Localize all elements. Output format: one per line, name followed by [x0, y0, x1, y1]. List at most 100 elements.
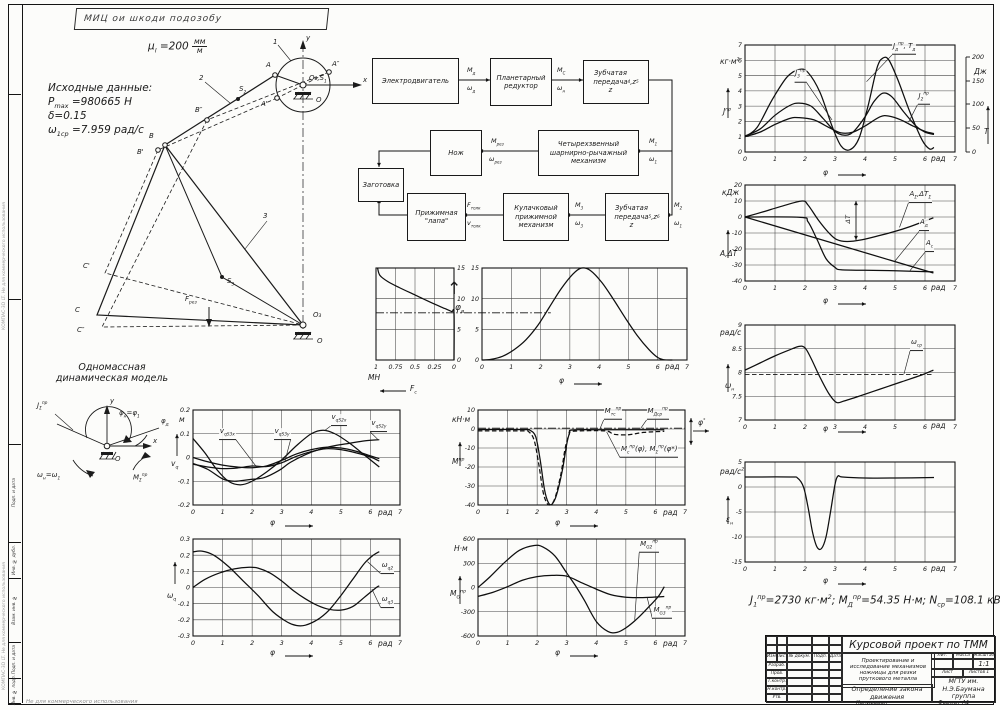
- stamp-cell: [828, 693, 843, 703]
- axis-caption: рад: [663, 639, 678, 648]
- block-four-bar: Четырехзвенный шарнирно-рычажный механизм: [538, 130, 639, 176]
- svg-text:-600: -600: [461, 633, 475, 640]
- stamp-cell: Утв.: [766, 693, 788, 703]
- svg-text:2: 2: [539, 364, 543, 371]
- margin-label: Инв. № подл.: [12, 675, 17, 706]
- svg-text:-10: -10: [732, 230, 742, 237]
- axis-caption: ωн: [725, 381, 735, 393]
- axis-caption: рад: [663, 508, 678, 517]
- block-gear-56: Зубчатая передача z 5 ,z 6: [605, 193, 669, 241]
- flow-label: М2: [674, 201, 683, 211]
- curve-label: МG2пр: [639, 540, 659, 553]
- flow-label: ω1: [649, 155, 658, 165]
- stamp-cell: 1:1: [972, 658, 996, 670]
- svg-text:5: 5: [893, 156, 897, 163]
- axis-caption: рад: [931, 421, 946, 430]
- flow-label: Мд: [467, 66, 476, 76]
- svg-text:-40: -40: [732, 278, 742, 285]
- svg-text:5: 5: [457, 327, 461, 334]
- stamp-cell: [766, 644, 778, 654]
- axis-caption: кН·м: [452, 415, 471, 424]
- axis-caption: φ: [823, 168, 828, 177]
- svg-text:1: 1: [773, 285, 777, 292]
- header-note-text: МИЦ ои шкоди подозобу: [83, 14, 223, 24]
- stamp-cell: Определение закона движения: [841, 684, 933, 703]
- curve-label: АΣ,ΔТΣ: [908, 190, 933, 203]
- axis-caption: φ: [559, 376, 564, 385]
- stamp-cell: [828, 685, 843, 695]
- svg-text:4: 4: [309, 509, 313, 516]
- svg-text:0: 0: [738, 214, 742, 221]
- flow-label: ωд: [467, 84, 476, 94]
- axis-caption: εн: [726, 515, 734, 527]
- svg-text:4: 4: [863, 156, 867, 163]
- svg-text:1: 1: [221, 640, 225, 647]
- svg-text:2: 2: [250, 509, 254, 516]
- svg-text:3: 3: [280, 509, 284, 516]
- svg-text:3: 3: [568, 364, 572, 371]
- chart-velocity-analogs: 0 1 2 3 4 5 6 7 0.2 0.1 0 -0.1 -0.2 vqS3x vqS3y vqS2x vq…: [165, 398, 450, 532]
- init-data-omega: ω1ср =7.959 рад/с: [48, 124, 144, 139]
- svg-text:-0.2: -0.2: [178, 617, 190, 624]
- axis-caption: φ: [823, 576, 828, 585]
- curve-label: vqS3x: [218, 427, 236, 440]
- svg-text:-20: -20: [732, 246, 742, 253]
- svg-text:0: 0: [452, 364, 456, 371]
- svg-text:5: 5: [626, 364, 630, 371]
- stamp-cell: Курсовой проект по ТММ: [841, 636, 996, 654]
- stamp-cell: Изм.: [766, 652, 778, 663]
- svg-text:9: 9: [738, 322, 742, 329]
- stamp-cell: Т.контр.: [766, 677, 788, 687]
- init-data-delta: δ=0.15: [48, 110, 87, 122]
- svg-text:5: 5: [339, 509, 343, 516]
- svg-text:1: 1: [738, 134, 742, 141]
- svg-text:6: 6: [368, 509, 372, 516]
- svg-text:4: 4: [309, 640, 313, 647]
- flow-label: ω1: [674, 219, 683, 229]
- stamp-cell: [786, 685, 813, 695]
- svg-text:50: 50: [972, 125, 980, 132]
- svg-text:7: 7: [683, 640, 687, 647]
- axis-caption: φ: [823, 424, 828, 433]
- stamp-cell: Лит.: [931, 652, 954, 660]
- curve-label: J2пр: [917, 92, 930, 105]
- svg-text:0.3: 0.3: [180, 536, 190, 543]
- curve-label: Мтспр: [603, 407, 623, 420]
- stamp-cell: Проектирование и исследование механизмов…: [841, 652, 935, 688]
- svg-text:4: 4: [594, 509, 598, 516]
- stamp-cell: МГТУ им. Н.Э.Баумана группа: [931, 676, 996, 703]
- curve-label: vqS3y: [273, 427, 291, 440]
- flow-label: МС: [557, 66, 566, 76]
- svg-text:6: 6: [656, 364, 660, 371]
- chart-reduced-inertia: 0 1 2 3 4 5 6 7 0 1 2 3 4 5 6 7 0 50 100 150 200 J3пр Jдпр, Тд…: [720, 32, 998, 182]
- chart-angular-accel: 0 1 2 3 4 5 6 7 5 0 -5 -10 -15 рад/с2 εн рад φ: [720, 452, 998, 590]
- format: Формат А1: [938, 700, 970, 706]
- svg-text:2: 2: [803, 424, 807, 431]
- svg-text:7: 7: [685, 364, 689, 371]
- axis-caption: кДж: [722, 188, 740, 197]
- svg-text:-30: -30: [465, 483, 475, 490]
- block-diagram: Электродвигатель Планетарный редуктор Зубча…: [355, 45, 700, 245]
- stamp-cell: Разраб.: [766, 661, 788, 671]
- flow-label: ω3: [575, 219, 584, 229]
- watermark: КОМПАС-3D LT. Не для коммерческого испол…: [2, 202, 7, 330]
- axis-caption: А,ΔТ: [720, 249, 738, 258]
- margin-box: Подп. и дата: [8, 642, 21, 679]
- svg-text:3: 3: [738, 103, 742, 110]
- wq-plot: 0 1 2 3 4 5 6 7 0.3 0.2 0.1 0 -0.1 -0.2 -0.3: [173, 536, 402, 658]
- svg-text:6: 6: [653, 640, 657, 647]
- phi-v-arrow: ↑: [447, 279, 462, 299]
- curve-label: ωq3: [380, 595, 395, 608]
- svg-text:3: 3: [833, 424, 837, 431]
- svg-text:15: 15: [457, 265, 465, 272]
- block-gear-45: Зубчатая передача z 4 ,z 5: [583, 60, 649, 104]
- curve-label: ωq2: [380, 561, 395, 574]
- axis-caption: φ: [823, 296, 828, 305]
- svg-text:3: 3: [833, 285, 837, 292]
- axis-caption: φ*: [698, 418, 706, 427]
- svg-text:-30: -30: [732, 262, 742, 269]
- svg-text:0: 0: [457, 357, 461, 364]
- stamp-cell: [786, 661, 813, 671]
- margin-box: Инв. № подл.: [8, 675, 21, 706]
